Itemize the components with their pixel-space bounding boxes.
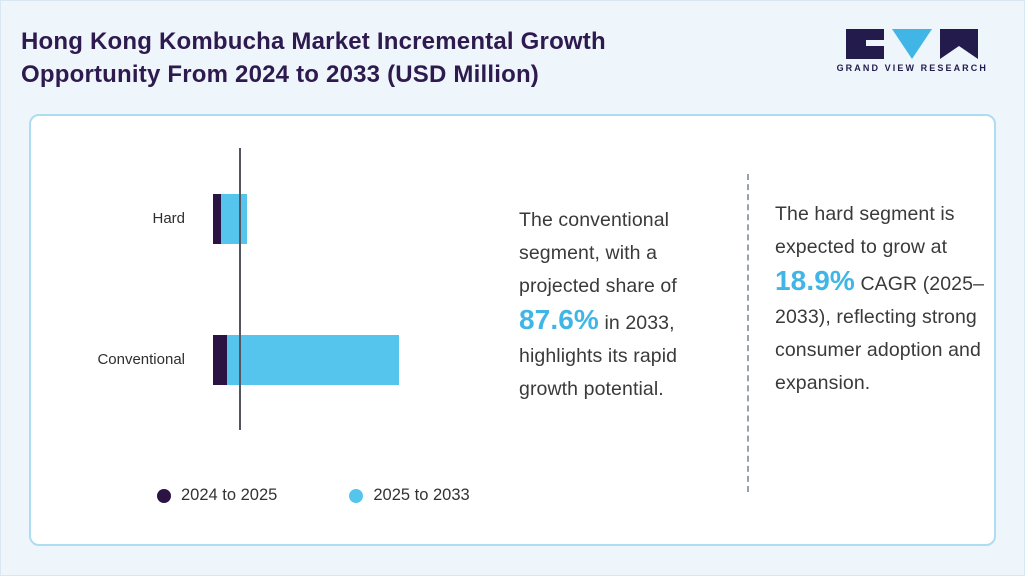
- callout-text: CAGR (2025–2033), reflecting strong cons…: [775, 273, 985, 394]
- legend-dot-icon: [157, 488, 171, 503]
- bar-segment-2024-to-2025: [213, 334, 228, 385]
- legend-dot-icon: [349, 488, 364, 503]
- bar-chart: Hard Conventional 2024 to 2025 2025 to 203…: [61, 146, 513, 520]
- callout-text: in 2033, highlights its rapid growth pot…: [519, 312, 678, 400]
- header: Hong Kong Kombucha Market Incremental Gr…: [1, 1, 1024, 91]
- dashed-divider: [747, 174, 749, 492]
- legend-item: 2024 to 2025: [157, 486, 277, 505]
- legend-item: 2025 to 2033: [349, 486, 470, 505]
- chart-card: Hard Conventional 2024 to 2025 2025 to 203…: [29, 114, 996, 546]
- chart-legend: 2024 to 2025 2025 to 2033: [157, 486, 513, 505]
- callout-text: The conventional segment, with a project…: [519, 209, 677, 297]
- chart-row-hard: Hard: [61, 193, 513, 244]
- plot-area: Hard Conventional: [61, 148, 513, 430]
- chart-row-conventional: Conventional: [61, 334, 513, 385]
- bar-hard: [213, 193, 399, 244]
- bar-conventional: [213, 334, 399, 385]
- bar-segment-2025-to-2033: [221, 193, 247, 244]
- category-label: Hard: [152, 210, 185, 227]
- bar-segment-2025-to-2033: [227, 334, 399, 385]
- callout-text: The hard segment is expected to grow at: [775, 203, 955, 258]
- bar-segment-2024-to-2025: [213, 193, 222, 244]
- y-axis-line: [239, 148, 241, 430]
- page-title: Hong Kong Kombucha Market Incremental Gr…: [21, 28, 606, 89]
- cagr-highlight: 18.9%: [775, 265, 855, 296]
- legend-label: 2024 to 2025: [181, 486, 278, 504]
- share-highlight: 87.6%: [519, 304, 599, 335]
- legend-label: 2025 to 2033: [373, 486, 470, 504]
- logo-mark-icon: [837, 29, 988, 59]
- logo-text: GRAND VIEW RESEARCH: [836, 63, 988, 73]
- hard-segment-callout: The hard segment is expected to grow at …: [775, 146, 991, 520]
- grand-view-research-logo: GRAND VIEW RESEARCH: [837, 29, 988, 73]
- category-label: Conventional: [97, 351, 185, 368]
- chart-rows: Hard Conventional: [61, 148, 513, 430]
- conventional-segment-callout: The conventional segment, with a project…: [519, 146, 725, 520]
